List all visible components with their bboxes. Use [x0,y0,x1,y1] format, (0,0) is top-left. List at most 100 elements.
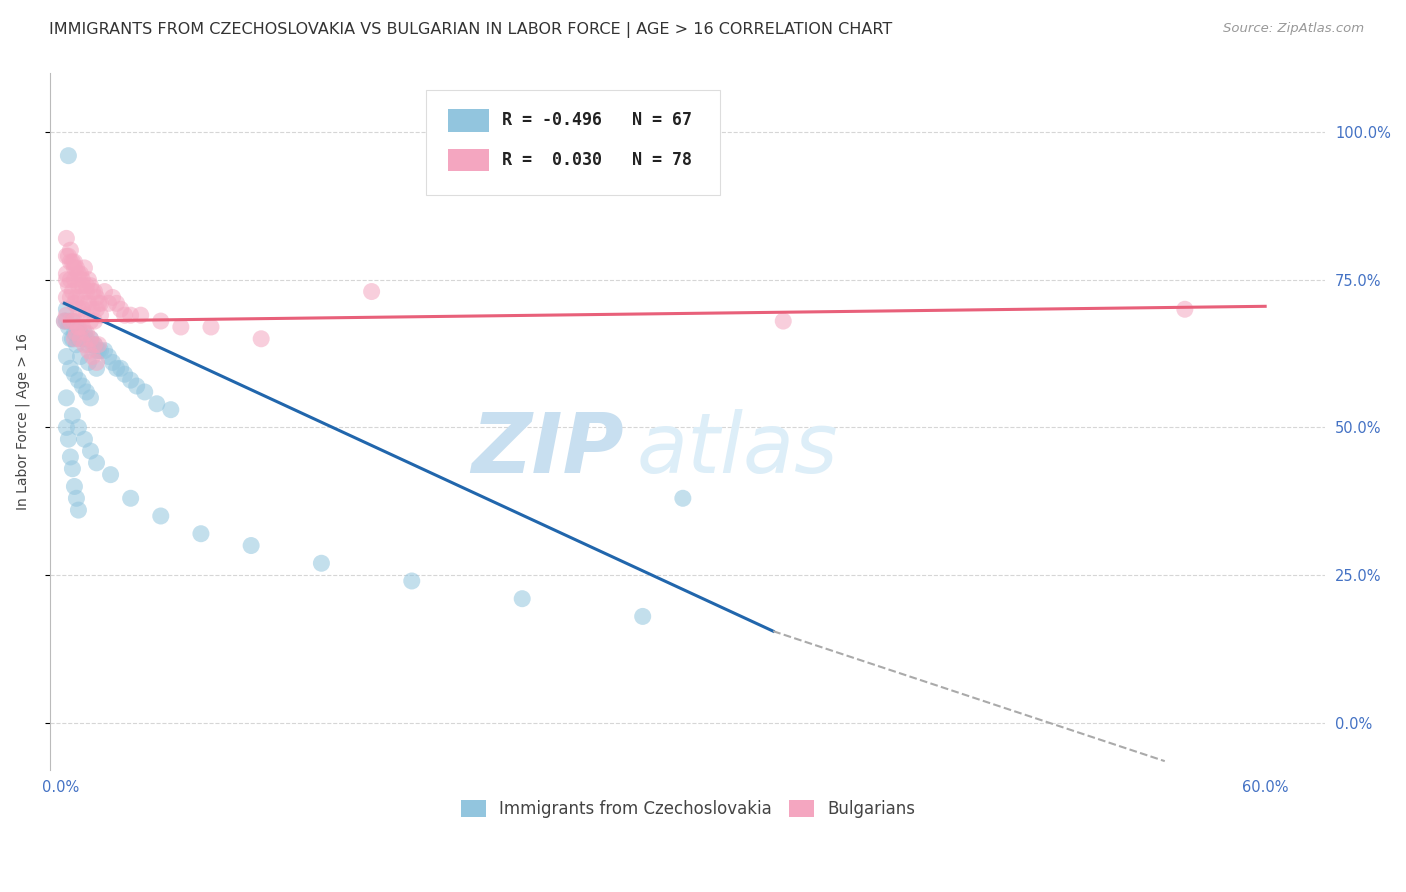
Point [114,308,136,322]
Legend: Immigrants from Czechoslovakia, Bulgarians: Immigrants from Czechoslovakia, Bulgaria… [454,793,921,824]
Point [83,337,105,351]
Point [86,456,108,470]
Point [55,267,77,281]
Point [672,491,695,506]
Point [72,332,94,346]
Point [76,278,98,293]
FancyBboxPatch shape [449,109,489,131]
Y-axis label: In Labor Force | Age > 16: In Labor Force | Age > 16 [15,333,30,510]
Point [62,314,84,328]
Point [83,337,105,351]
Point [55,350,77,364]
Point [86,355,108,369]
Point [90,296,112,310]
Point [72,379,94,393]
Point [105,361,128,376]
Point [59,273,82,287]
Point [93,285,115,299]
Text: R = -0.496   N = 67: R = -0.496 N = 67 [502,112,692,129]
Point [65,320,87,334]
Point [79,314,101,328]
Point [149,508,172,523]
Point [97,296,120,310]
Point [125,379,148,393]
Point [772,314,794,328]
Point [63,260,86,275]
Point [63,273,86,287]
Point [190,526,212,541]
Point [65,337,87,351]
Text: Source: ZipAtlas.com: Source: ZipAtlas.com [1223,22,1364,36]
Point [59,314,82,328]
Point [114,368,136,382]
Text: atlas: atlas [637,409,838,490]
Point [59,361,82,376]
Point [105,296,128,310]
Point [100,467,122,482]
Point [129,308,152,322]
Point [59,243,82,257]
Point [76,308,98,322]
Point [73,260,96,275]
Point [67,302,90,317]
Point [170,320,193,334]
Point [360,285,382,299]
Point [1174,302,1197,317]
Point [55,302,77,317]
Point [77,337,100,351]
Point [62,461,84,475]
Point [58,278,80,293]
Point [72,273,94,287]
Point [120,491,142,506]
Point [79,391,101,405]
Point [65,491,87,506]
Point [86,361,108,376]
Point [79,332,101,346]
Point [59,255,82,269]
Point [401,574,423,588]
Point [67,420,90,434]
Point [101,355,124,369]
Point [67,278,90,293]
Point [59,290,82,304]
Point [58,320,80,334]
Point [67,267,90,281]
Point [240,539,263,553]
Point [76,285,98,299]
Point [83,314,105,328]
Point [120,308,142,322]
Point [55,273,77,287]
Point [65,290,87,304]
Point [72,320,94,334]
Point [65,260,87,275]
Point [159,402,181,417]
Point [86,343,108,358]
Point [69,326,91,340]
Point [73,432,96,446]
Point [63,296,86,310]
Text: ZIP: ZIP [471,409,624,490]
Text: IMMIGRANTS FROM CZECHOSLOVAKIA VS BULGARIAN IN LABOR FORCE | AGE > 16 CORRELATIO: IMMIGRANTS FROM CZECHOSLOVAKIA VS BULGAR… [49,22,893,38]
Point [69,290,91,304]
Point [79,278,101,293]
Point [73,296,96,310]
Point [87,296,110,310]
Point [69,267,91,281]
Point [82,302,104,317]
Point [86,302,108,317]
Point [62,332,84,346]
Point [53,314,76,328]
Point [55,420,77,434]
Point [77,273,100,287]
Point [76,332,98,346]
Point [110,302,132,317]
Point [73,337,96,351]
Point [62,285,84,299]
Point [134,384,156,399]
Point [63,255,86,269]
Point [90,343,112,358]
Point [73,326,96,340]
Point [631,609,654,624]
Point [58,149,80,163]
Point [82,285,104,299]
